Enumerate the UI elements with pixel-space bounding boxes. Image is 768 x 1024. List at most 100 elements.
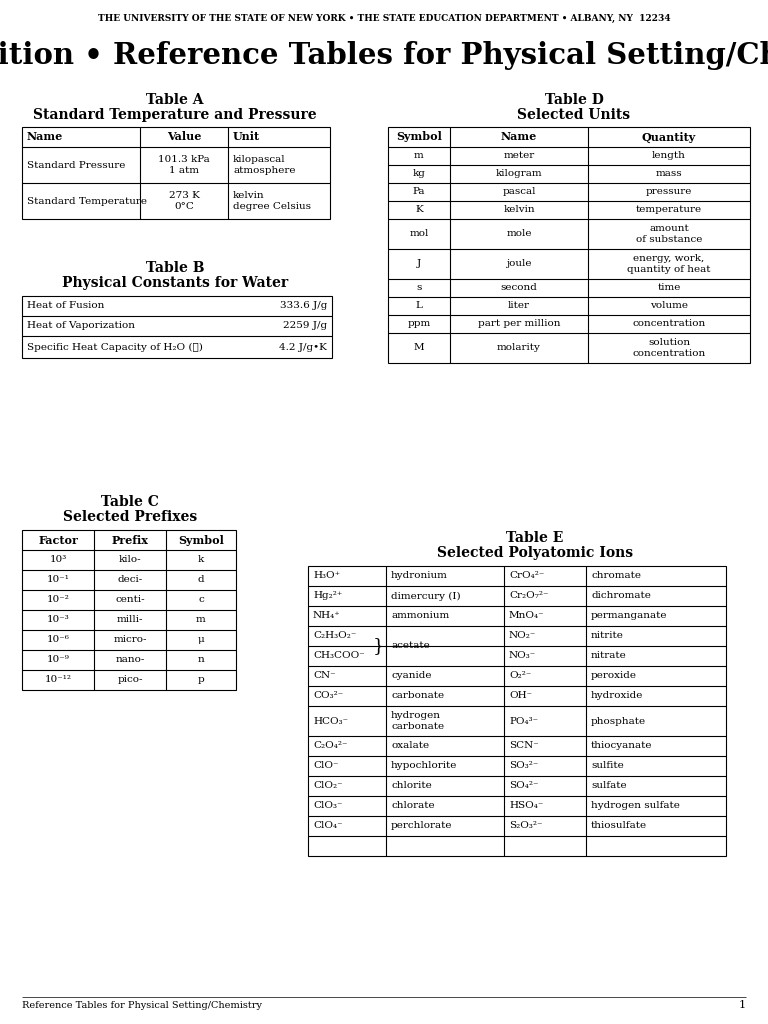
Text: c: c — [198, 596, 204, 604]
Text: peroxide: peroxide — [591, 672, 637, 681]
Text: ammonium: ammonium — [391, 611, 449, 621]
Text: Table D: Table D — [545, 93, 604, 106]
Text: Pa: Pa — [412, 187, 425, 197]
Text: sulfite: sulfite — [591, 762, 624, 770]
Text: CN⁻: CN⁻ — [313, 672, 336, 681]
Text: 10⁻⁹: 10⁻⁹ — [47, 655, 69, 665]
Text: milli-: milli- — [117, 615, 144, 625]
Text: C₂H₃O₂⁻: C₂H₃O₂⁻ — [313, 632, 356, 640]
Text: nitrate: nitrate — [591, 651, 627, 660]
Text: kg: kg — [412, 170, 425, 178]
Text: Reference Tables for Physical Setting/Chemistry: Reference Tables for Physical Setting/Ch… — [22, 1000, 262, 1010]
Text: mole: mole — [506, 229, 531, 239]
Text: Selected Polyatomic Ions: Selected Polyatomic Ions — [437, 546, 633, 560]
Text: hydroxide: hydroxide — [591, 691, 644, 700]
Text: part per million: part per million — [478, 319, 560, 329]
Text: 10⁻³: 10⁻³ — [47, 615, 69, 625]
Text: Heat of Fusion: Heat of Fusion — [27, 301, 104, 310]
Text: pressure: pressure — [646, 187, 692, 197]
Bar — [22, 127, 330, 219]
Text: kilo-: kilo- — [119, 555, 141, 564]
Text: Standard Temperature: Standard Temperature — [27, 197, 147, 206]
Text: perchlorate: perchlorate — [391, 821, 452, 830]
Text: hydrogen
carbonate: hydrogen carbonate — [391, 711, 444, 731]
Text: μ: μ — [197, 636, 204, 644]
Text: ClO₄⁻: ClO₄⁻ — [313, 821, 343, 830]
Text: SCN⁻: SCN⁻ — [509, 741, 538, 751]
Text: amount
of substance: amount of substance — [636, 224, 702, 244]
Text: deci-: deci- — [118, 575, 143, 585]
Text: energy, work,
quantity of heat: energy, work, quantity of heat — [627, 254, 710, 274]
Text: Standard Temperature and Pressure: Standard Temperature and Pressure — [33, 108, 317, 122]
Text: 10⁻⁶: 10⁻⁶ — [47, 636, 69, 644]
Text: Selected Units: Selected Units — [518, 108, 631, 122]
Text: L: L — [415, 301, 422, 310]
Text: dichromate: dichromate — [591, 592, 650, 600]
Text: Table A: Table A — [146, 93, 204, 106]
Text: temperature: temperature — [636, 206, 702, 214]
Text: Name: Name — [27, 131, 63, 142]
Text: Symbol: Symbol — [178, 535, 224, 546]
Text: Physical Constants for Water: Physical Constants for Water — [62, 276, 288, 290]
Text: Factor: Factor — [38, 535, 78, 546]
Text: CH₃COO⁻: CH₃COO⁻ — [313, 651, 365, 660]
Text: Table C: Table C — [101, 495, 159, 509]
Text: permanganate: permanganate — [591, 611, 667, 621]
Text: Hg₂²⁺: Hg₂²⁺ — [313, 592, 343, 600]
Text: kilogram: kilogram — [495, 170, 542, 178]
Text: nitrite: nitrite — [591, 632, 624, 640]
Text: OH⁻: OH⁻ — [509, 691, 532, 700]
Text: pascal: pascal — [502, 187, 536, 197]
Text: Prefix: Prefix — [111, 535, 148, 546]
Text: CO₃²⁻: CO₃²⁻ — [313, 691, 343, 700]
Text: thiosulfate: thiosulfate — [591, 821, 647, 830]
Text: Symbol: Symbol — [396, 131, 442, 142]
Text: time: time — [657, 284, 680, 293]
Text: molarity: molarity — [497, 343, 541, 352]
Text: HCO₃⁻: HCO₃⁻ — [313, 717, 348, 725]
Text: chlorate: chlorate — [391, 802, 435, 811]
Text: Standard Pressure: Standard Pressure — [27, 161, 125, 170]
Text: sulfate: sulfate — [591, 781, 627, 791]
Text: HSO₄⁻: HSO₄⁻ — [509, 802, 544, 811]
Text: H₃O⁺: H₃O⁺ — [313, 571, 340, 581]
Text: C₂O₄²⁻: C₂O₄²⁻ — [313, 741, 347, 751]
Text: 333.6 J/g: 333.6 J/g — [280, 301, 327, 310]
Text: m: m — [196, 615, 206, 625]
Text: M: M — [414, 343, 424, 352]
Text: solution
concentration: solution concentration — [632, 338, 706, 358]
Text: kelvin
degree Celsius: kelvin degree Celsius — [233, 190, 311, 211]
Text: ClO⁻: ClO⁻ — [313, 762, 339, 770]
Text: NH₄⁺: NH₄⁺ — [313, 611, 341, 621]
Text: 1: 1 — [739, 1000, 746, 1010]
Text: O₂²⁻: O₂²⁻ — [509, 672, 531, 681]
Text: ppm: ppm — [407, 319, 431, 329]
Text: centi-: centi- — [115, 596, 145, 604]
Text: ClO₃⁻: ClO₃⁻ — [313, 802, 343, 811]
Text: chlorite: chlorite — [391, 781, 432, 791]
Text: kelvin: kelvin — [503, 206, 535, 214]
Bar — [388, 127, 750, 362]
Text: J: J — [417, 259, 421, 268]
Text: Specific Heat Capacity of H₂O (ℓ): Specific Heat Capacity of H₂O (ℓ) — [27, 342, 203, 351]
Text: pico-: pico- — [118, 676, 143, 684]
Text: hydrogen sulfate: hydrogen sulfate — [591, 802, 680, 811]
Text: Heat of Vaporization: Heat of Vaporization — [27, 322, 135, 331]
Text: Selected Prefixes: Selected Prefixes — [63, 510, 197, 524]
Text: Unit: Unit — [233, 131, 260, 142]
Text: 273 K
0°C: 273 K 0°C — [168, 190, 200, 211]
Text: carbonate: carbonate — [391, 691, 444, 700]
Text: CrO₄²⁻: CrO₄²⁻ — [509, 571, 545, 581]
Text: 2259 J/g: 2259 J/g — [283, 322, 327, 331]
Text: SO₄²⁻: SO₄²⁻ — [509, 781, 538, 791]
Text: K: K — [415, 206, 423, 214]
Text: d: d — [197, 575, 204, 585]
Text: SO₃²⁻: SO₃²⁻ — [509, 762, 538, 770]
Text: Table B: Table B — [146, 261, 204, 275]
Text: cyanide: cyanide — [391, 672, 432, 681]
Text: s: s — [416, 284, 422, 293]
Text: 10⁻¹²: 10⁻¹² — [45, 676, 71, 684]
Text: concentration: concentration — [632, 319, 706, 329]
Text: thiocyanate: thiocyanate — [591, 741, 653, 751]
Text: PO₄³⁻: PO₄³⁻ — [509, 717, 538, 725]
